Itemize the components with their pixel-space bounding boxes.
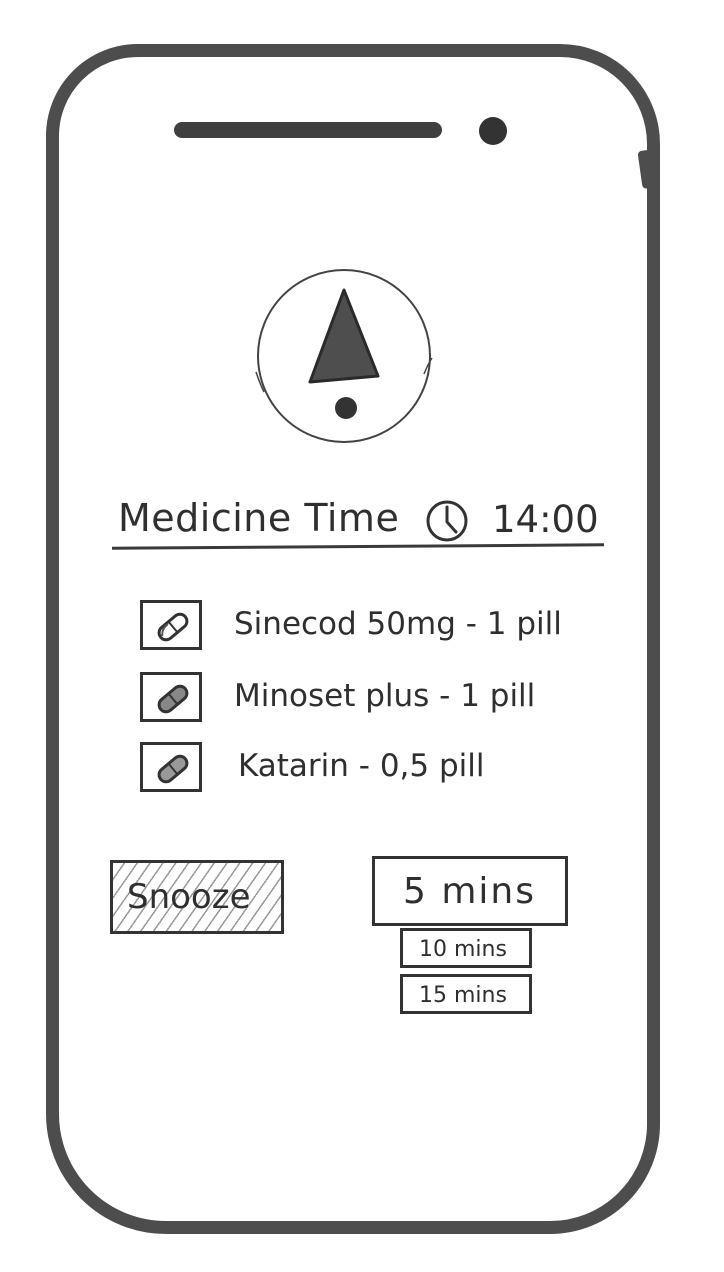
snooze-duration-selected: 5 mins	[403, 871, 536, 912]
snooze-label: Snooze	[127, 877, 251, 917]
speaker-icon	[174, 122, 442, 138]
reminder-header: Medicine Time 14:00	[112, 486, 612, 550]
medication-item[interactable]: Minoset plus - 1 pill	[138, 672, 618, 724]
pill-checkbox[interactable]	[140, 600, 202, 650]
snooze-option-label: 15 mins	[419, 983, 507, 1008]
pill-icon	[157, 754, 189, 784]
exclamation-alert-icon	[252, 264, 436, 452]
medication-label: Sinecod 50mg - 1 pill	[234, 606, 562, 642]
pill-checkbox[interactable]	[140, 742, 202, 792]
medication-label: Katarin - 0,5 pill	[238, 748, 485, 784]
medication-label: Minoset plus - 1 pill	[234, 678, 536, 714]
snooze-button[interactable]: Snooze	[110, 860, 284, 934]
pill-icon	[157, 684, 189, 714]
snooze-option[interactable]: 10 mins	[400, 928, 532, 968]
camera-icon	[479, 117, 507, 145]
medication-item[interactable]: Katarin - 0,5 pill	[138, 742, 618, 794]
snooze-option[interactable]: 15 mins	[400, 974, 532, 1014]
medication-item[interactable]: Sinecod 50mg - 1 pill	[138, 600, 618, 652]
pill-checkbox[interactable]	[140, 672, 202, 722]
reminder-time: 14:00	[492, 498, 599, 541]
snooze-option-label: 10 mins	[419, 937, 507, 962]
pill-icon	[157, 612, 189, 642]
clock-icon	[424, 498, 470, 548]
snooze-duration-select[interactable]: 5 mins	[372, 856, 568, 926]
page-title: Medicine Time	[118, 496, 400, 540]
